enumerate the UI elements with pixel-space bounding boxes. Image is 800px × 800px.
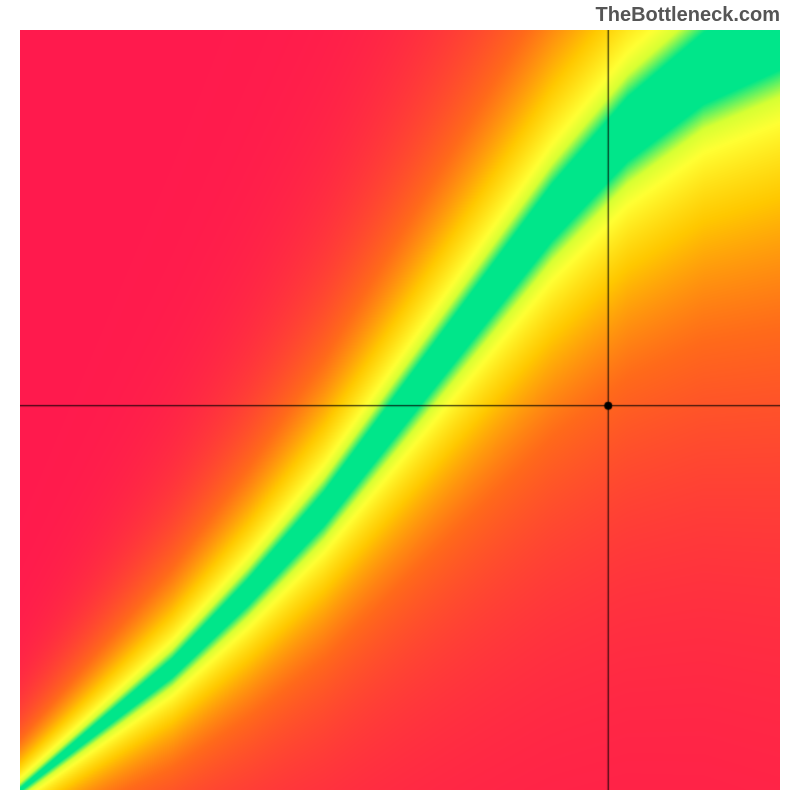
watermark: TheBottleneck.com: [596, 4, 780, 27]
chart-container: TheBottleneck.com: [0, 0, 800, 800]
heatmap-plot: [20, 30, 780, 790]
heatmap-canvas: [20, 30, 780, 790]
